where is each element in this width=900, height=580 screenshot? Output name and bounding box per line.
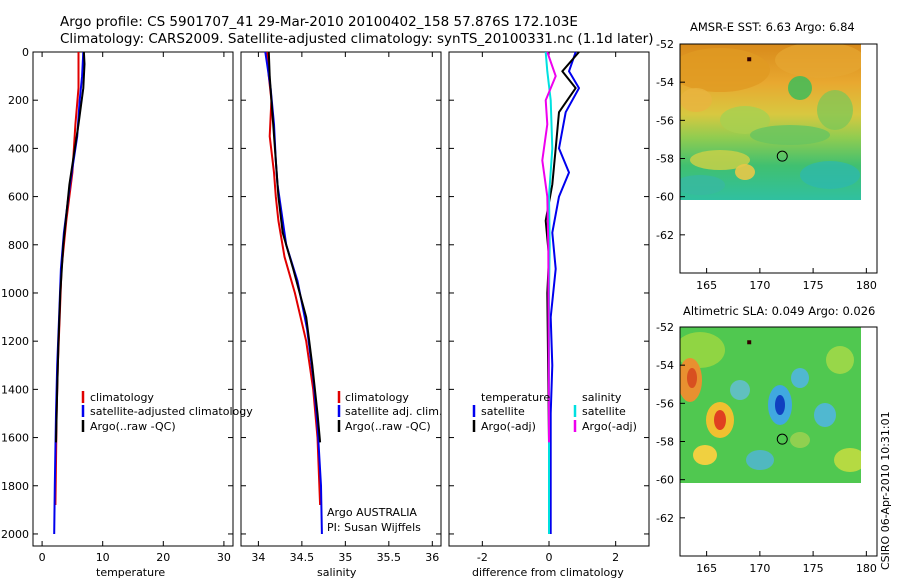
sst-lon-tick-label: 180 — [856, 279, 877, 292]
depth-tick-label: 600 — [8, 191, 29, 204]
temp-xtick-label: 20 — [156, 551, 170, 564]
legend-label-satellite-adj: satellite adj. clim. — [345, 405, 442, 418]
depth-tick-label: 0 — [22, 46, 29, 59]
temp-series-argo-raw-qc- — [55, 51, 86, 443]
depth-tick-label: 1800 — [1, 480, 29, 493]
sst-lat-tick-label: -52 — [656, 38, 674, 51]
sla-lon-tick-label: 165 — [696, 562, 717, 575]
pi-annotation: PI: Susan Wijffels — [327, 521, 421, 534]
sla-lat-tick-label: -52 — [656, 321, 674, 334]
temperature-panel: 0 200 400 600 800 1000 1200 1400 1600 1800 2000 0 1… — [1, 46, 253, 579]
salinity-panel: 34 34.5 35 35.5 36 salinity climatology sate… — [240, 51, 442, 579]
diff-series-salinity-argo-adj- — [541, 51, 557, 443]
depth-tick-label: 2000 — [1, 528, 29, 541]
legend-label-climatology: climatology — [345, 391, 409, 404]
difference-xlabel: difference from climatology — [472, 566, 624, 579]
legend-header-temperature: temperature — [481, 391, 550, 404]
csiro-credit: CSIRO 06-Apr-2010 10:31:01 — [879, 411, 892, 570]
difference-legend: temperature satellite Argo(-adj) salinit… — [472, 391, 637, 433]
sla-field — [680, 327, 861, 483]
salinity-axes-frame — [240, 51, 442, 547]
legend-label-sal-satellite: satellite — [582, 405, 626, 418]
depth-tick-label: 800 — [8, 239, 29, 252]
temp-xtick-label: 30 — [217, 551, 231, 564]
salinity-legend: climatology satellite adj. clim. Argo(..… — [337, 391, 442, 433]
sst-lat-tick-label: -62 — [656, 229, 674, 242]
sst-track-point — [747, 57, 752, 62]
salinity-xlabel: salinity — [317, 566, 357, 579]
legend-label-temp-satellite: satellite — [481, 405, 525, 418]
sst-lat-tick-label: -54 — [656, 76, 674, 89]
sal-xtick-label: 34.5 — [290, 551, 315, 564]
temp-xtick-label: 0 — [39, 551, 46, 564]
sst-map-title: AMSR-E SST: 6.63 Argo: 6.84 — [690, 20, 855, 34]
difference-panel: -2 0 2 difference from climatology tempera… — [448, 51, 650, 579]
sst-lat-tick-label: -60 — [656, 191, 674, 204]
depth-tick-label: 1200 — [1, 335, 29, 348]
sla-lat-tick-label: -60 — [656, 474, 674, 487]
sal-xtick-label: 35.5 — [377, 551, 402, 564]
sst-map-panel: AMSR-E SST: 6.63 Argo: 6.84 -52 -54 -56 -58… — [656, 20, 878, 292]
sla-lat-tick-label: -54 — [656, 359, 674, 372]
temperature-xlabel: temperature — [96, 566, 165, 579]
sla-argo-position-marker — [776, 433, 788, 445]
sst-lon-tick-label: 165 — [696, 279, 717, 292]
diff-xtick-label: -2 — [477, 551, 488, 564]
sal-xtick-label: 36 — [425, 551, 439, 564]
legend-label-temp-argo: Argo(-adj) — [481, 420, 536, 433]
sla-lon-tick-label: 175 — [803, 562, 824, 575]
depth-tick-label: 1000 — [1, 287, 29, 300]
legend-label-satellite-adjusted: satellite-adjusted climatology — [90, 405, 253, 418]
depth-tick-label: 1400 — [1, 383, 29, 396]
sal-series-argo-raw-qc- — [267, 51, 322, 443]
temperature-axes-frame — [32, 51, 234, 547]
depth-tick-label: 1600 — [1, 432, 29, 445]
sla-track-point — [747, 340, 752, 345]
sst-lat-tick-label: -56 — [656, 114, 674, 127]
sla-lat-tick-label: -58 — [656, 436, 674, 449]
sst-lon-tick-label: 175 — [803, 279, 824, 292]
temp-series-climatology — [54, 52, 80, 506]
sst-lon-tick-label: 170 — [749, 279, 770, 292]
sla-map-panel: Altimetric SLA: 0.049 Argo: 0.026 -52 -54… — [656, 304, 878, 575]
figure-title-line2: Climatology: CARS2009. Satellite-adjuste… — [60, 31, 653, 47]
legend-label-argo: Argo(..raw -QC) — [345, 420, 431, 433]
figure-title-line1: Argo profile: CS 5901707_41 29-Mar-2010 … — [60, 14, 578, 30]
sst-field — [680, 44, 861, 200]
sst-lat-tick-label: -58 — [656, 153, 674, 166]
diff-xtick-label: 2 — [612, 551, 619, 564]
sla-map-title: Altimetric SLA: 0.049 Argo: 0.026 — [683, 304, 875, 318]
sst-argo-position-marker — [776, 150, 788, 162]
depth-tick-label: 400 — [8, 142, 29, 155]
sal-series-climatology — [266, 51, 322, 506]
sla-lat-tick-label: -56 — [656, 397, 674, 410]
sla-lon-tick-label: 180 — [856, 562, 877, 575]
legend-label-sal-argo: Argo(-adj) — [582, 420, 637, 433]
legend-label-climatology: climatology — [90, 391, 154, 404]
diff-xtick-label: 0 — [546, 551, 553, 564]
legend-label-argo: Argo(..raw -QC) — [90, 420, 176, 433]
sla-lon-tick-label: 170 — [749, 562, 770, 575]
sal-xtick-label: 34 — [251, 551, 265, 564]
sal-xtick-label: 35 — [338, 551, 352, 564]
depth-tick-label: 200 — [8, 94, 29, 107]
diff-series-temperature-satellite — [549, 51, 580, 534]
legend-header-salinity: salinity — [582, 391, 622, 404]
temperature-legend: climatology satellite-adjusted climatolo… — [81, 391, 253, 433]
argo-australia-annotation: Argo AUSTRALIA — [327, 506, 417, 519]
sla-lat-tick-label: -62 — [656, 512, 674, 525]
temp-xtick-label: 10 — [96, 551, 110, 564]
